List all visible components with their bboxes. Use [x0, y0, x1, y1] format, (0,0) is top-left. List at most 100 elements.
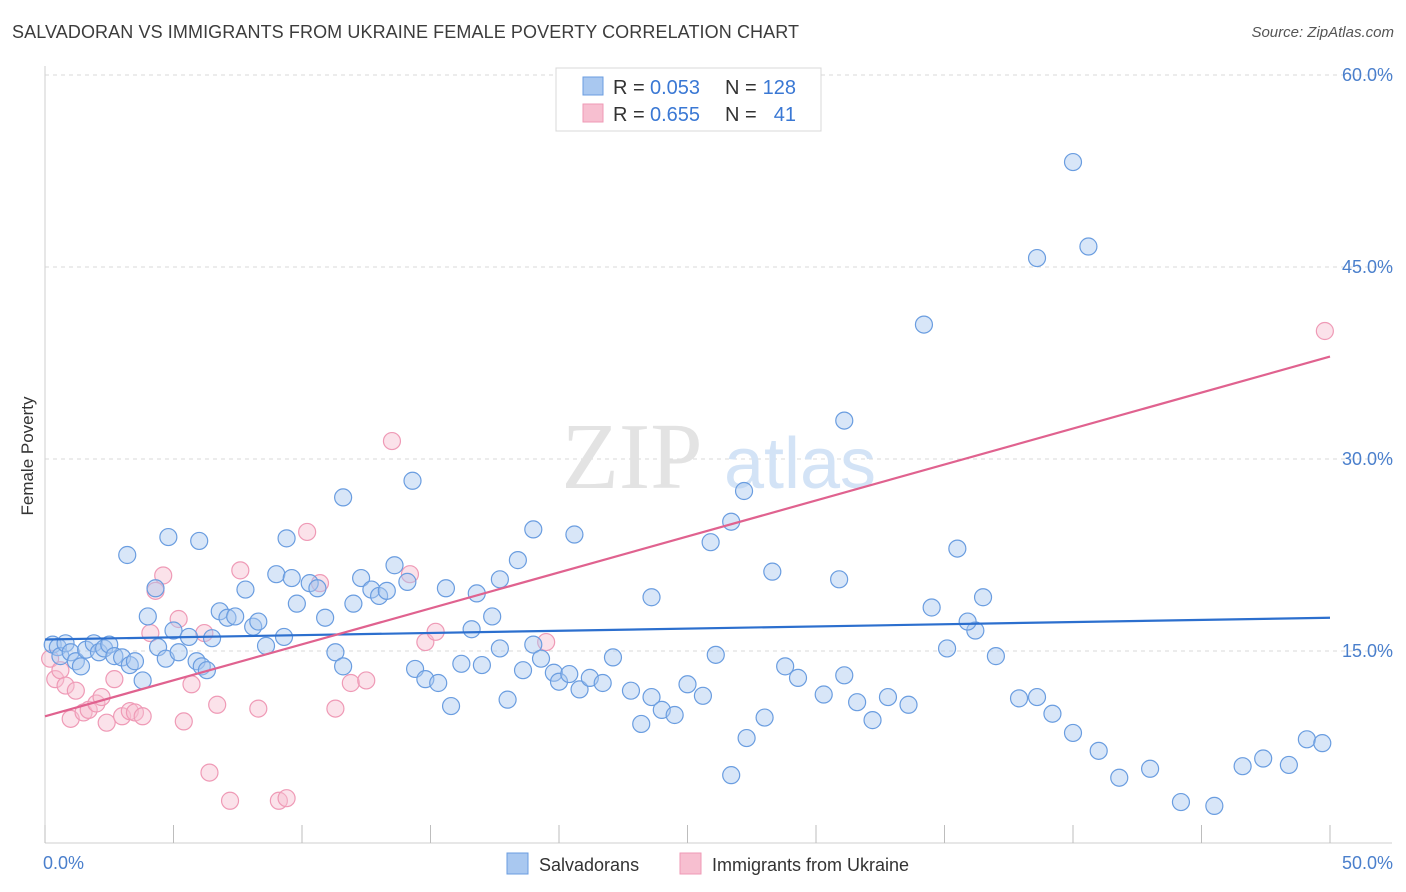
- ukraine-point: [341, 673, 360, 693]
- legend-swatch-blue: [582, 76, 604, 96]
- ukraine-point: [357, 671, 376, 690]
- salvadoran-point: [436, 579, 456, 598]
- salvadoran-point: [621, 681, 641, 700]
- salvadoran-point: [71, 657, 91, 676]
- series-legend-label-ukraine: Immigrants from Ukraine: [712, 855, 909, 875]
- salvadoran-point: [385, 556, 404, 575]
- salvadoran-point: [776, 657, 795, 676]
- salvadoran-point: [914, 315, 934, 334]
- ukraine-point: [277, 789, 296, 808]
- salvadoran-point: [429, 673, 448, 693]
- salvadoran-point: [190, 531, 209, 551]
- salvadoran-point: [100, 635, 119, 654]
- salvadoran-point: [763, 562, 782, 581]
- series-legend-swatch-ukraine: [679, 852, 702, 875]
- ukraine-point: [310, 574, 330, 593]
- salvadoran-point: [937, 639, 957, 658]
- salvadoran-point: [164, 621, 183, 640]
- salvadoran-point: [66, 652, 85, 671]
- legend-r-label-1: R =: [613, 77, 645, 99]
- watermark-zip: ZIP: [562, 405, 703, 509]
- salvadoran-point: [187, 652, 206, 671]
- salvadoran-point: [287, 594, 306, 613]
- salvadoran-point: [308, 579, 327, 598]
- ukraine-point: [133, 707, 152, 726]
- salvadoran-point: [1027, 248, 1047, 268]
- y-tick-label: 45.0%: [1342, 257, 1393, 277]
- legend-n-label-2: N =: [725, 104, 757, 126]
- salvadoran-point: [61, 643, 80, 662]
- salvadoran-point: [169, 643, 188, 662]
- salvadoran-point: [1233, 757, 1252, 776]
- salvadoran-point: [560, 664, 579, 684]
- salvadoran-point: [274, 627, 294, 647]
- legend-n-value-1: 128: [763, 77, 796, 99]
- salvadoran-point: [593, 673, 612, 693]
- salvadoran-point: [1279, 755, 1298, 775]
- salvadoran-point: [678, 675, 697, 694]
- salvadoran-point: [334, 488, 353, 507]
- ukraine-point: [105, 670, 124, 689]
- salvadoran-point: [524, 520, 543, 539]
- legend-n-label-1: N =: [725, 77, 757, 99]
- salvadoran-point: [734, 481, 754, 501]
- watermark: ZIP atlas: [562, 405, 877, 509]
- salvadoran-point: [835, 666, 854, 685]
- salvadoran-point: [1027, 687, 1047, 707]
- salvadoran-point: [1110, 768, 1129, 787]
- salvadoran-point: [665, 705, 684, 725]
- salvadoran-point: [159, 527, 178, 547]
- series-legend-label-salvadorans: Salvadorans: [539, 855, 639, 875]
- salvadoran-point: [830, 570, 849, 589]
- salvadoran-point: [118, 545, 137, 565]
- tick-labels: 15.0% 30.0% 45.0% 60.0% 0.0% 50.0%: [43, 65, 1393, 873]
- salvadoran-point: [1063, 152, 1083, 172]
- salvadoran-point: [544, 663, 563, 682]
- salvadoran-point: [513, 661, 533, 680]
- salvadoran-point: [218, 608, 237, 627]
- salvadoran-point: [462, 620, 481, 639]
- series-legend: Salvadorans Immigrants from Ukraine: [506, 852, 909, 875]
- salvadoran-point: [899, 695, 918, 714]
- ukraine-point: [231, 561, 250, 580]
- salvadoran-point: [788, 668, 808, 687]
- salvadoran-point: [1171, 792, 1191, 812]
- salvadoran-point: [948, 539, 967, 558]
- salvadoran-point: [1297, 730, 1316, 749]
- salvadoran-point: [814, 685, 833, 704]
- salvadoran-point: [565, 525, 584, 544]
- salvadoran-point: [986, 647, 1006, 666]
- ukraine-point: [169, 609, 188, 629]
- ukraine-point: [326, 699, 345, 718]
- salvadoran-point: [105, 647, 124, 666]
- axes: [44, 66, 1392, 844]
- salvadoran-point: [236, 580, 255, 599]
- salvadoran-point: [452, 654, 471, 673]
- salvadoran-point: [642, 687, 661, 707]
- salvadoran-trend-line: [44, 616, 1331, 641]
- salvadoran-point: [863, 711, 882, 730]
- salvadoran-point: [483, 607, 502, 626]
- salvadoran-point: [277, 529, 296, 548]
- salvadoran-point: [146, 579, 165, 598]
- ukraine-point: [97, 713, 116, 732]
- salvadoran-point: [632, 714, 651, 734]
- salvadoran-point: [693, 686, 713, 705]
- ukraine-point: [46, 670, 65, 689]
- chart-title: SALVADORAN VS IMMIGRANTS FROM UKRAINE FE…: [12, 22, 800, 42]
- ukraine-point: [220, 791, 240, 810]
- legend-n-value-2: 41: [774, 104, 796, 126]
- salvadoran-point: [524, 635, 543, 654]
- salvadoran-point: [737, 728, 756, 748]
- gridlines: [45, 74, 1392, 652]
- salvadoran-point: [267, 565, 286, 584]
- salvadoran-point: [1063, 723, 1083, 743]
- salvadoran-point: [722, 766, 741, 785]
- ukraine-point: [249, 699, 268, 718]
- salvadoran-point: [878, 687, 898, 707]
- salvadoran-point: [352, 568, 371, 588]
- salvadoran-point: [282, 568, 301, 588]
- salvadoran-point: [1079, 237, 1098, 256]
- salvadoran-point: [1140, 759, 1160, 778]
